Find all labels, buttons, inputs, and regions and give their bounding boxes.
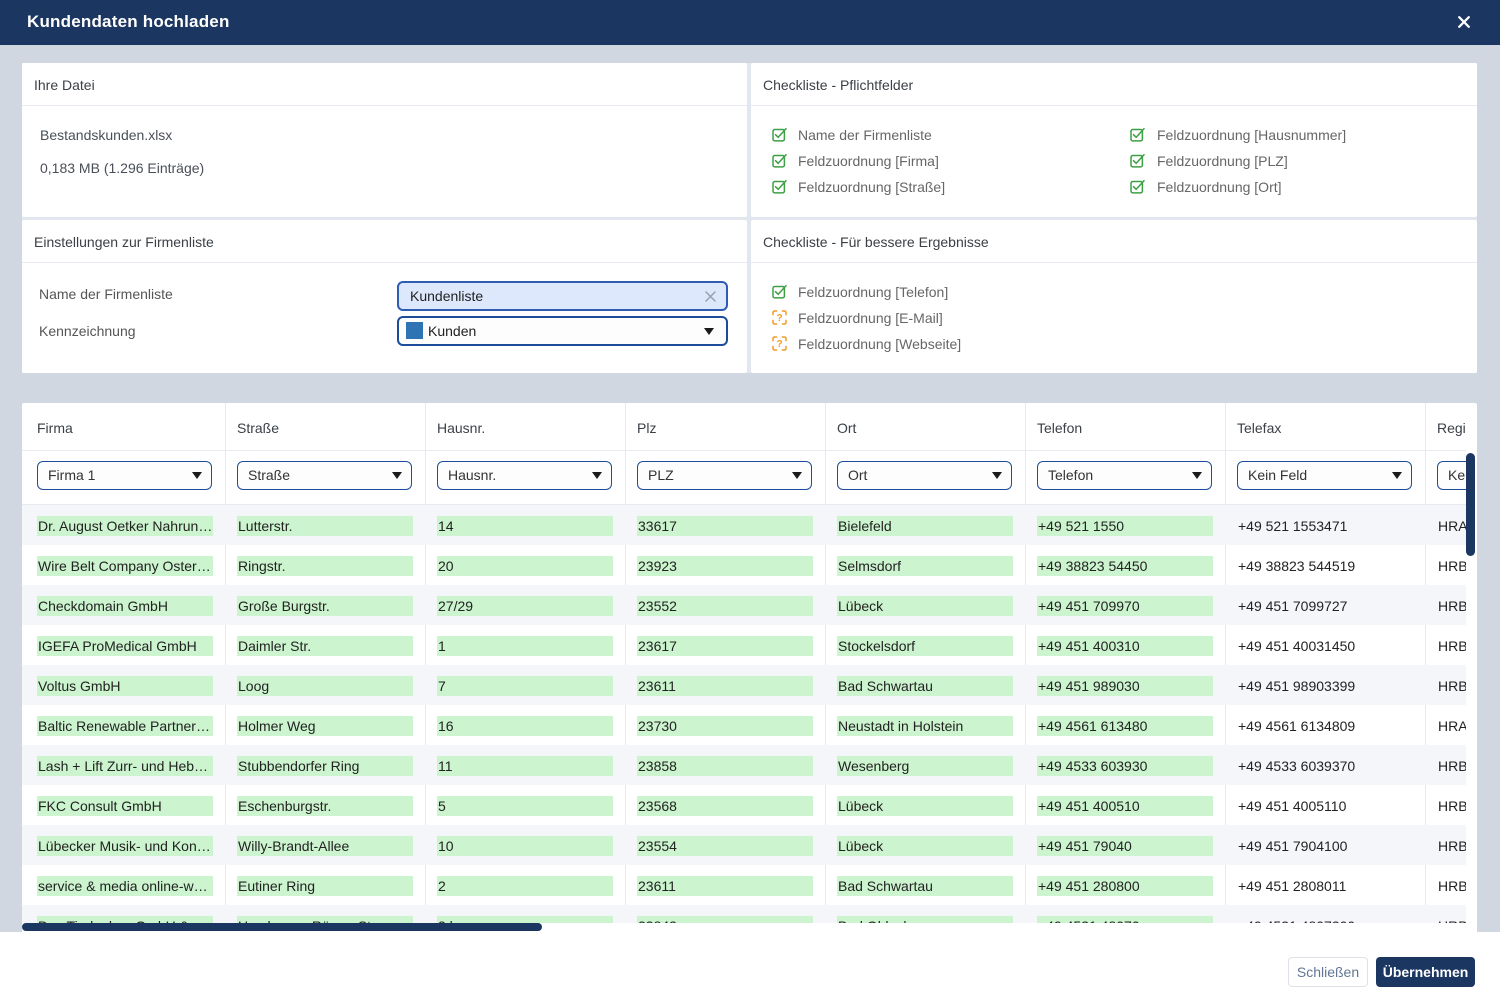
svg-text:?: ? bbox=[776, 339, 782, 350]
svg-text:?: ? bbox=[776, 313, 782, 324]
